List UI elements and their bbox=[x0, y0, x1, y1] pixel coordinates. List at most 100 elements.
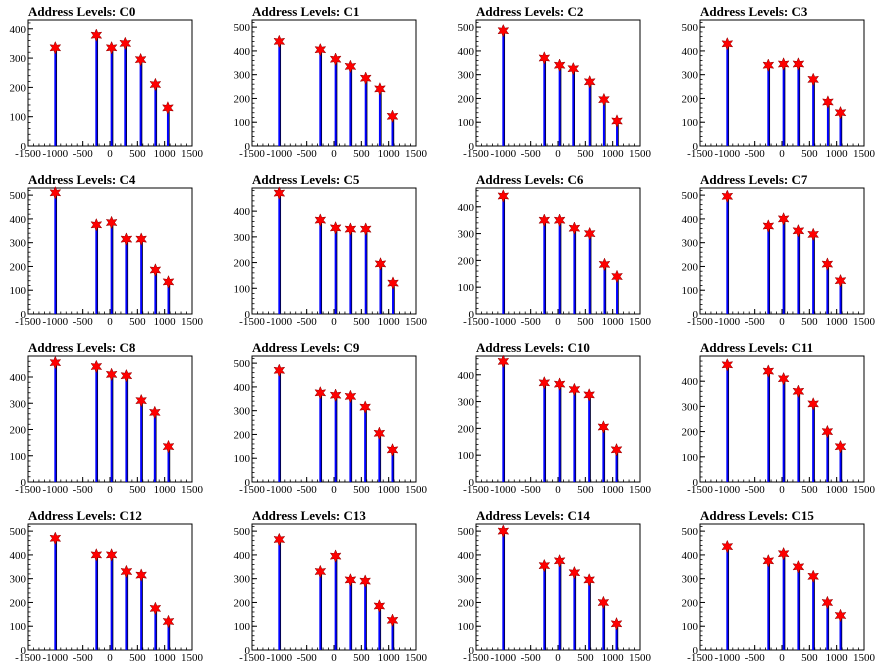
peak-marker bbox=[497, 23, 510, 38]
y-tick-label: 200 bbox=[10, 425, 27, 437]
peak-marker bbox=[359, 71, 372, 86]
chart-svg: 0 100 200 300 400 500 -1500 -1000 -500 0 500 1000 15… bbox=[234, 355, 428, 496]
x-tick-label: 1000 bbox=[154, 148, 177, 160]
x-tick-label: -1000 bbox=[42, 316, 68, 328]
x-tick-label: 1500 bbox=[853, 316, 876, 328]
peak-marker bbox=[344, 222, 357, 236]
peak-marker bbox=[90, 359, 103, 374]
chart-panel: 0 100 200 300 400 -1500 -1000 -500 0 500 1000 1500 A… bbox=[448, 336, 672, 504]
peak-marker bbox=[374, 82, 386, 96]
peak-marker bbox=[792, 559, 805, 574]
plot-frame bbox=[699, 19, 865, 147]
y-tick-label: 200 bbox=[234, 429, 251, 441]
y-tick-label: 500 bbox=[682, 190, 699, 202]
peak-marker bbox=[822, 95, 834, 109]
x-tick-label: -500 bbox=[745, 484, 766, 496]
y-tick-label: 0 bbox=[245, 645, 251, 657]
x-tick-label: -1000 bbox=[714, 484, 740, 496]
peak-marker bbox=[344, 573, 357, 587]
peak-marker bbox=[538, 213, 551, 228]
panel-title: Address Levels: C5 bbox=[252, 172, 360, 187]
x-tick-label: 0 bbox=[779, 148, 785, 160]
y-tick-label: 300 bbox=[682, 238, 699, 250]
peak-marker bbox=[538, 558, 551, 573]
x-tick-label: -500 bbox=[521, 316, 542, 328]
x-tick-label: -500 bbox=[521, 484, 542, 496]
plot-frame bbox=[699, 523, 865, 651]
peak-marker bbox=[105, 548, 118, 562]
y-tick-label: 400 bbox=[682, 214, 699, 226]
peak-marker bbox=[373, 599, 386, 613]
peak-marker bbox=[329, 388, 342, 403]
y-tick-label: 300 bbox=[458, 397, 475, 409]
y-tick-label: 100 bbox=[234, 453, 251, 465]
y-tick-label: 200 bbox=[682, 93, 699, 105]
panel-title: Address Levels: C6 bbox=[476, 172, 584, 187]
x-tick-label: -1500 bbox=[463, 652, 489, 664]
peak-marker bbox=[807, 72, 820, 87]
x-tick-label: 500 bbox=[129, 652, 146, 664]
peak-marker bbox=[329, 52, 342, 67]
x-tick-label: -1500 bbox=[687, 148, 713, 160]
panel-title: Address Levels: C7 bbox=[700, 172, 808, 187]
x-tick-label: -500 bbox=[745, 316, 766, 328]
peak-marker bbox=[344, 389, 357, 404]
x-tick-label: 500 bbox=[129, 484, 146, 496]
x-tick-label: -1000 bbox=[714, 652, 740, 664]
panel-title: Address Levels: C11 bbox=[700, 340, 814, 355]
x-tick-label: 500 bbox=[353, 652, 370, 664]
peak-marker bbox=[329, 549, 342, 563]
x-tick-label: 0 bbox=[107, 316, 113, 328]
peak-marker bbox=[162, 439, 175, 454]
peak-marker bbox=[373, 426, 386, 441]
peak-marker bbox=[120, 232, 133, 246]
x-tick-label: -500 bbox=[297, 484, 318, 496]
peak-marker bbox=[538, 51, 551, 65]
x-tick-label: 500 bbox=[577, 316, 594, 328]
x-tick-label: 500 bbox=[353, 316, 370, 328]
y-tick-label: 0 bbox=[21, 309, 27, 321]
x-tick-label: 500 bbox=[353, 484, 370, 496]
chart-svg: 0 100 200 300 400 -1500 -1000 -500 0 500 1000 1500 bbox=[682, 355, 876, 496]
x-tick-label: 1500 bbox=[181, 148, 204, 160]
peak-marker bbox=[49, 40, 62, 55]
x-tick-label: 1500 bbox=[629, 148, 652, 160]
chart-svg: 0 100 200 300 400 -1500 -1000 -500 0 500 1000 1500 bbox=[458, 354, 652, 496]
y-tick-label: 100 bbox=[682, 117, 699, 129]
peak-marker bbox=[386, 443, 399, 457]
peak-marker bbox=[344, 59, 357, 74]
peak-marker bbox=[583, 573, 596, 587]
x-tick-label: -1500 bbox=[15, 484, 41, 496]
x-tick-label: 500 bbox=[801, 652, 818, 664]
x-tick-label: 1000 bbox=[826, 484, 849, 496]
x-tick-label: -1500 bbox=[15, 652, 41, 664]
x-tick-label: -500 bbox=[297, 316, 318, 328]
chart-svg: 0 100 200 300 400 500 -1500 -1000 -500 0 500 1000 15… bbox=[10, 185, 204, 328]
x-tick-label: -500 bbox=[297, 148, 318, 160]
x-tick-label: -1500 bbox=[239, 316, 265, 328]
chart-svg: 0 100 200 300 400 -1500 -1000 -500 0 500 1000 1500 bbox=[10, 355, 204, 496]
peak-marker bbox=[834, 273, 847, 288]
plot-frame bbox=[251, 355, 417, 483]
chart-svg: 0 100 200 300 400 500 -1500 -1000 -500 0 500 1000 15… bbox=[10, 523, 204, 664]
peak-marker bbox=[807, 397, 820, 411]
chart-panel: 0 100 200 300 400 500 -1500 -1000 -500 0 500 1000 15… bbox=[672, 504, 896, 672]
peak-marker bbox=[134, 52, 147, 67]
peak-marker bbox=[611, 269, 623, 284]
x-tick-label: 500 bbox=[577, 652, 594, 664]
peak-marker bbox=[598, 257, 611, 272]
peak-marker bbox=[90, 28, 103, 43]
peak-marker bbox=[120, 368, 133, 383]
y-tick-label: 400 bbox=[234, 382, 251, 394]
peak-marker bbox=[567, 61, 580, 76]
y-tick-label: 0 bbox=[245, 309, 251, 321]
peak-marker bbox=[90, 217, 103, 232]
y-tick-label: 0 bbox=[693, 141, 699, 153]
panel-title: Address Levels: C12 bbox=[28, 508, 142, 523]
y-tick-label: 200 bbox=[458, 255, 475, 267]
x-tick-label: 1000 bbox=[826, 316, 849, 328]
peak-marker bbox=[273, 363, 286, 378]
peak-marker bbox=[90, 548, 103, 562]
x-tick-label: -1500 bbox=[463, 316, 489, 328]
y-tick-label: 100 bbox=[234, 283, 251, 295]
